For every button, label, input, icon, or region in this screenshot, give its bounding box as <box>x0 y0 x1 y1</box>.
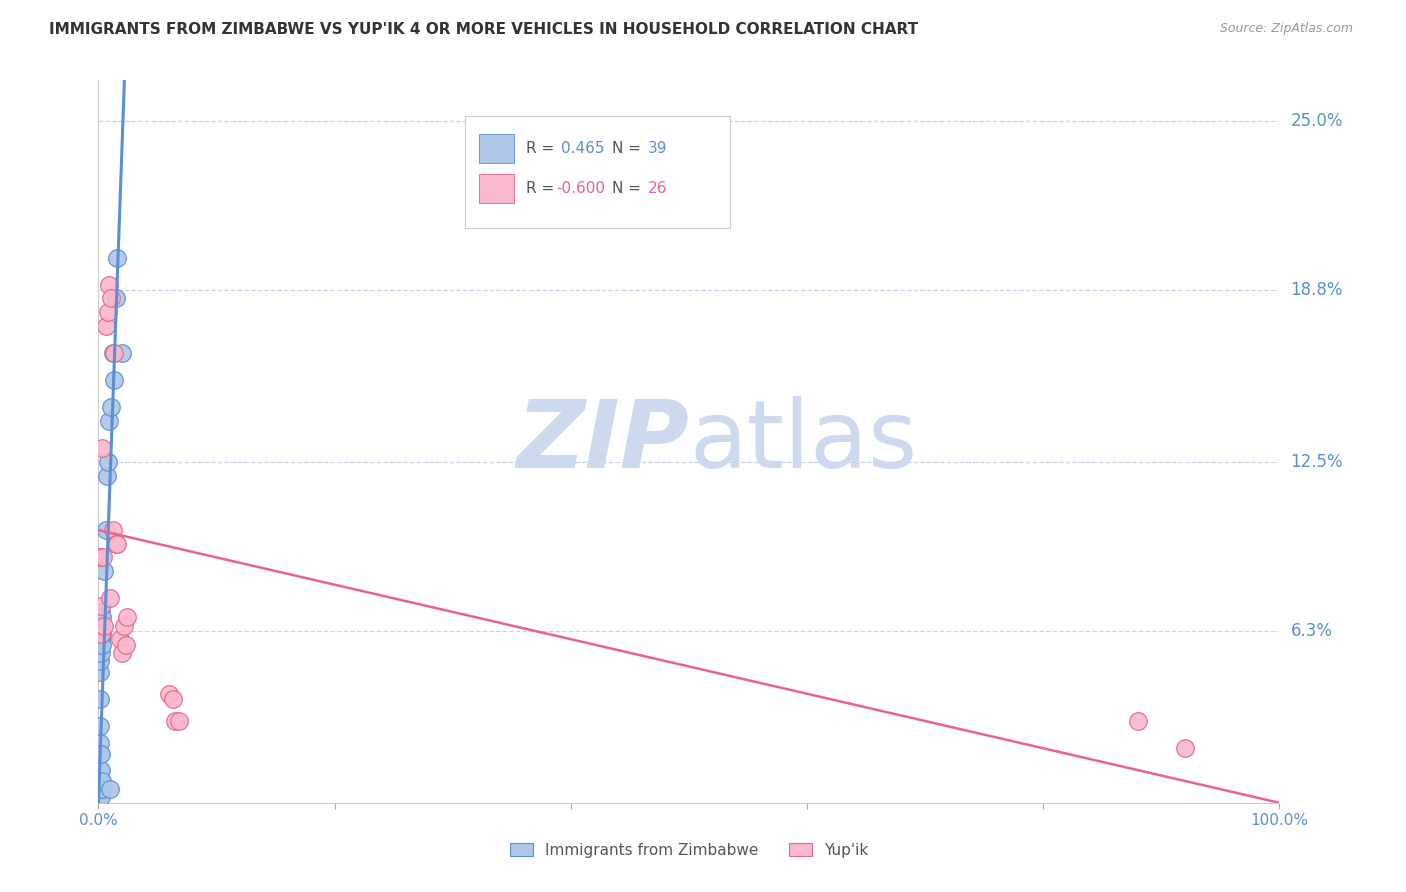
Text: 26: 26 <box>648 181 666 196</box>
Point <box>90 646 112 660</box>
Point <box>89 774 111 789</box>
Point <box>115 610 138 624</box>
Point <box>89 736 111 750</box>
Point <box>91 442 114 456</box>
FancyBboxPatch shape <box>478 174 515 203</box>
Point <box>162 692 184 706</box>
Text: 18.8%: 18.8% <box>1291 281 1343 299</box>
Point <box>90 763 112 777</box>
Point <box>91 774 114 789</box>
Point <box>89 638 111 652</box>
Point <box>108 632 131 647</box>
Point <box>96 468 118 483</box>
Text: 0.465: 0.465 <box>561 142 605 156</box>
Point <box>91 638 114 652</box>
Text: 6.3%: 6.3% <box>1291 622 1333 640</box>
Point <box>89 747 111 761</box>
Point <box>105 537 128 551</box>
Text: 25.0%: 25.0% <box>1291 112 1343 130</box>
Legend: Immigrants from Zimbabwe, Yup'ik: Immigrants from Zimbabwe, Yup'ik <box>503 837 875 863</box>
Point <box>91 782 114 797</box>
Point <box>89 610 111 624</box>
Point <box>94 318 117 333</box>
Point <box>87 790 110 805</box>
Text: 12.5%: 12.5% <box>1291 453 1343 471</box>
Point <box>90 599 112 614</box>
Point <box>101 523 124 537</box>
Point <box>90 782 112 797</box>
Text: R =: R = <box>526 181 560 196</box>
Point <box>165 714 187 728</box>
Point <box>167 714 190 728</box>
Point <box>1126 714 1149 728</box>
Text: atlas: atlas <box>689 395 917 488</box>
Point <box>90 618 112 632</box>
Point <box>103 373 125 387</box>
Point <box>97 455 120 469</box>
Text: ZIP: ZIP <box>516 395 689 488</box>
Point <box>91 550 114 565</box>
Point <box>101 346 124 360</box>
Point <box>89 665 111 679</box>
Point <box>90 790 112 805</box>
Point <box>111 346 134 360</box>
Point <box>100 292 122 306</box>
Point <box>89 692 111 706</box>
Text: Source: ZipAtlas.com: Source: ZipAtlas.com <box>1219 22 1353 36</box>
Point <box>157 687 180 701</box>
Point <box>87 782 110 797</box>
Point <box>112 618 135 632</box>
Point <box>89 654 111 668</box>
Point <box>90 632 112 647</box>
Point <box>93 618 115 632</box>
Point <box>94 523 117 537</box>
Point <box>89 626 111 640</box>
Point <box>98 414 121 428</box>
Point <box>89 763 111 777</box>
Point <box>1174 741 1197 756</box>
Point <box>89 550 111 565</box>
Point <box>97 305 120 319</box>
Point <box>90 774 112 789</box>
Point <box>98 277 121 292</box>
Point <box>98 591 121 606</box>
FancyBboxPatch shape <box>478 135 515 163</box>
Text: N =: N = <box>612 181 645 196</box>
Point <box>90 747 112 761</box>
Text: -0.600: -0.600 <box>557 181 606 196</box>
Point <box>89 719 111 733</box>
Point <box>103 346 125 360</box>
Point <box>100 401 122 415</box>
Text: N =: N = <box>612 142 645 156</box>
Point <box>91 610 114 624</box>
Point <box>90 605 112 619</box>
Text: R =: R = <box>526 142 560 156</box>
Point <box>90 626 112 640</box>
Text: 39: 39 <box>648 142 666 156</box>
Point <box>105 251 128 265</box>
Point <box>111 646 134 660</box>
Point <box>93 564 115 578</box>
Text: IMMIGRANTS FROM ZIMBABWE VS YUP'IK 4 OR MORE VEHICLES IN HOUSEHOLD CORRELATION C: IMMIGRANTS FROM ZIMBABWE VS YUP'IK 4 OR … <box>49 22 918 37</box>
Point <box>105 292 128 306</box>
Point <box>91 626 114 640</box>
Point <box>114 638 136 652</box>
Point <box>98 782 121 797</box>
Point <box>105 537 128 551</box>
FancyBboxPatch shape <box>464 117 730 228</box>
